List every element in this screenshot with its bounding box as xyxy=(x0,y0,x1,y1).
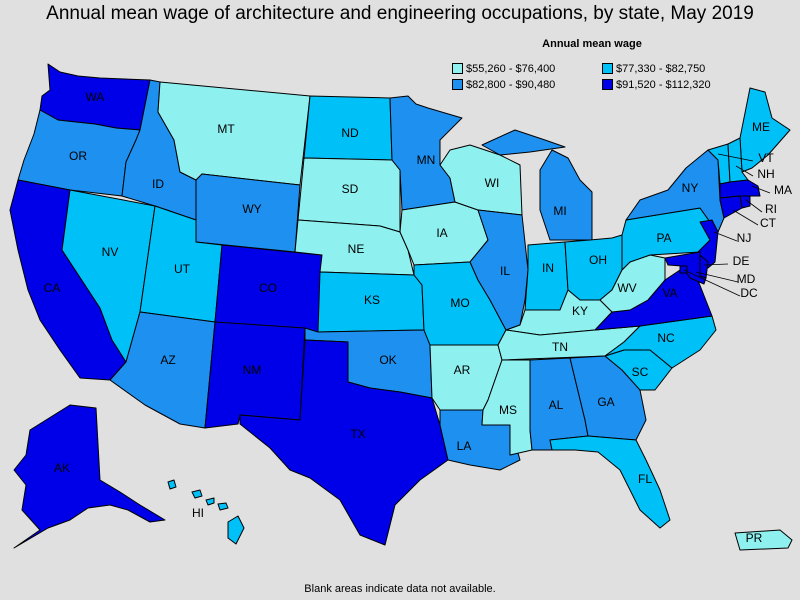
state-label-mi: MI xyxy=(553,204,566,218)
state-label-sc: SC xyxy=(632,365,649,379)
legend-label: $91,520 - $112,320 xyxy=(616,78,711,91)
state-ma[interactable] xyxy=(719,179,761,199)
state-label-ia: IA xyxy=(436,226,447,240)
legend-item: $91,520 - $112,320 xyxy=(602,78,752,91)
state-label-ne: NE xyxy=(348,242,365,256)
legend-label: $77,330 - $82,750 xyxy=(616,62,706,75)
state-label-al: AL xyxy=(549,398,564,412)
state-me[interactable] xyxy=(739,87,791,173)
state-label-id: ID xyxy=(152,177,164,191)
state-label-mo: MO xyxy=(450,296,469,310)
state-label-az: AZ xyxy=(160,353,175,367)
state-label-ct: CT xyxy=(760,216,777,230)
state-label-ky: KY xyxy=(572,304,588,318)
state-label-ak: AK xyxy=(54,461,70,475)
state-label-nh: NH xyxy=(757,167,774,181)
legend-swatch xyxy=(452,79,463,90)
state-label-ga: GA xyxy=(597,395,614,409)
legend-title: Annual mean wage xyxy=(542,38,642,50)
state-label-pr: PR xyxy=(746,531,763,545)
legend-swatch xyxy=(602,79,613,90)
state-label-ok: OK xyxy=(379,353,396,367)
state-label-md: MD xyxy=(737,272,756,286)
state-label-tx: TX xyxy=(350,427,365,441)
state-label-tn: TN xyxy=(552,340,568,354)
legend-label: $82,800 - $90,480 xyxy=(466,78,556,91)
state-wi[interactable] xyxy=(439,144,523,216)
state-dc[interactable] xyxy=(679,265,688,274)
state-label-wy: WY xyxy=(242,202,261,216)
state-pr[interactable] xyxy=(734,529,793,551)
state-nh[interactable] xyxy=(727,137,749,183)
legend-label: $55,260 - $76,400 xyxy=(466,62,556,75)
state-label-sd: SD xyxy=(342,182,359,196)
state-label-ri: RI xyxy=(765,202,777,216)
state-fl[interactable] xyxy=(549,435,671,529)
state-label-nj: NJ xyxy=(737,231,752,245)
state-hi[interactable] xyxy=(167,479,245,545)
state-ak[interactable] xyxy=(13,404,166,549)
state-label-mt: MT xyxy=(217,122,235,136)
state-label-wa: WA xyxy=(86,90,105,104)
state-label-co: CO xyxy=(259,281,277,295)
state-mi[interactable] xyxy=(481,129,593,241)
state-label-wi: WI xyxy=(485,176,500,190)
state-label-ks: KS xyxy=(364,293,380,307)
state-label-ca: CA xyxy=(44,281,61,295)
state-in[interactable] xyxy=(524,241,569,311)
state-label-hi: HI xyxy=(192,506,204,520)
state-tx[interactable] xyxy=(239,339,449,546)
state-label-ny: NY xyxy=(682,181,699,195)
state-label-ma: MA xyxy=(774,183,792,197)
state-label-ar: AR xyxy=(454,363,471,377)
state-label-va: VA xyxy=(662,286,677,300)
state-label-ut: UT xyxy=(174,262,191,276)
state-label-nd: ND xyxy=(341,126,359,140)
state-label-nc: NC xyxy=(657,331,675,345)
state-label-de: DE xyxy=(733,254,750,268)
state-label-or: OR xyxy=(69,149,87,163)
legend-item: $77,330 - $82,750 xyxy=(602,62,752,75)
state-label-nm: NM xyxy=(243,363,262,377)
state-label-vt: VT xyxy=(758,151,774,165)
state-label-fl: FL xyxy=(638,472,652,486)
state-label-pa: PA xyxy=(656,231,671,245)
state-label-oh: OH xyxy=(589,253,607,267)
legend-item: $55,260 - $76,400 xyxy=(452,62,602,75)
state-label-il: IL xyxy=(500,264,510,278)
state-label-la: LA xyxy=(457,439,472,453)
legend-swatch xyxy=(452,63,463,74)
state-nc[interactable] xyxy=(604,315,717,369)
state-label-me: ME xyxy=(752,120,770,134)
legend: Annual mean wage $55,260 - $76,400 $77,3… xyxy=(452,38,752,91)
legend-swatch xyxy=(602,63,613,74)
footnote: Blank areas indicate data not available. xyxy=(304,583,496,595)
state-label-mn: MN xyxy=(417,153,436,167)
state-label-dc: DC xyxy=(740,286,758,300)
state-label-wv: WV xyxy=(617,281,636,295)
map-title: Annual mean wage of architecture and eng… xyxy=(46,3,754,24)
state-label-nv: NV xyxy=(102,245,119,259)
state-label-in: IN xyxy=(542,261,554,275)
state-label-ms: MS xyxy=(499,403,517,417)
state-ct[interactable] xyxy=(719,195,743,219)
legend-item: $82,800 - $90,480 xyxy=(452,78,602,91)
